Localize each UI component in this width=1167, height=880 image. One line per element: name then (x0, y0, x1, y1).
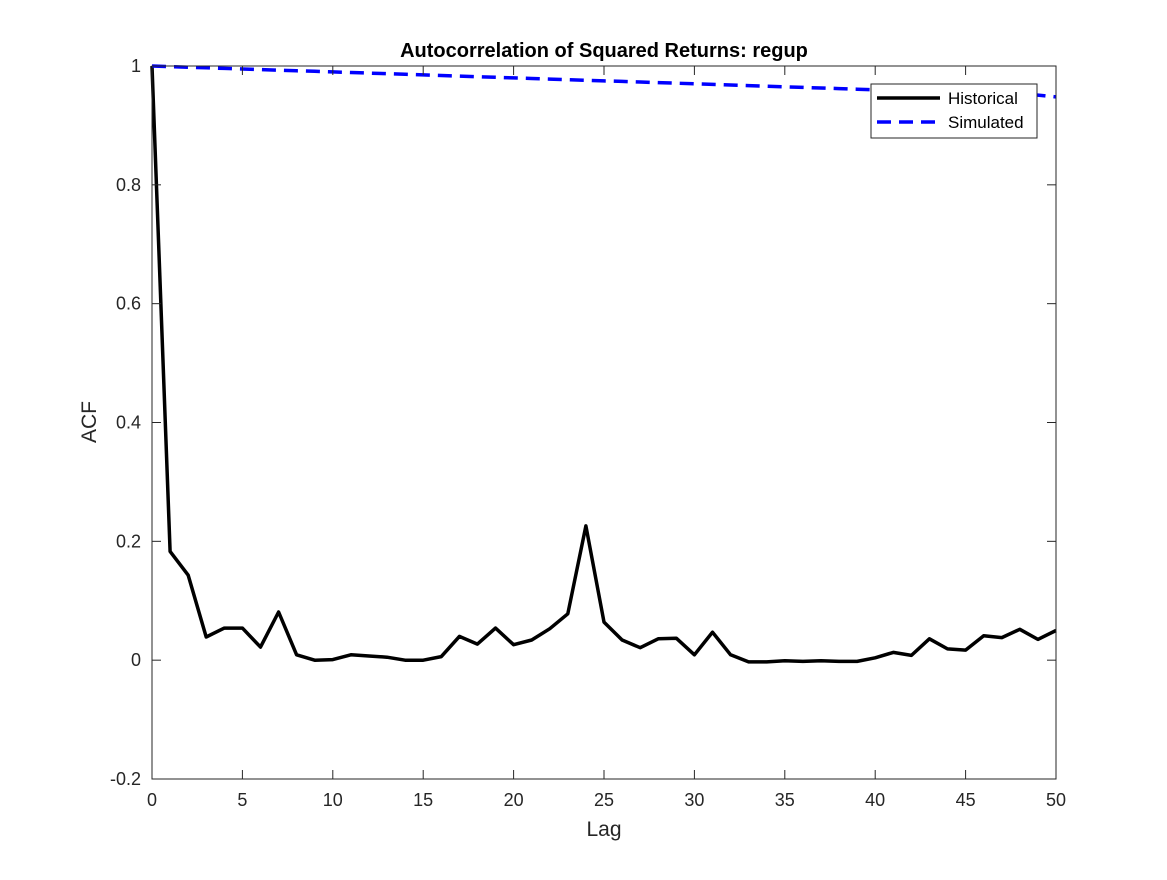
tick-layer: 0 5 10 15 20 25 30 35 40 45 50 -0.2 0 0.2 0.4 0.6 0.8 1 (110, 56, 1066, 810)
x-tick-label: 10 (323, 790, 343, 810)
y-tick-label: -0.2 (110, 769, 141, 789)
chart-title: Autocorrelation of Squared Returns: regu… (400, 40, 808, 62)
legend-label-simulated: Simulated (948, 113, 1024, 132)
x-tick-label: 50 (1046, 790, 1066, 810)
y-tick-label: 0 (131, 650, 141, 670)
y-axis-label: ACF (78, 401, 101, 443)
y-tick-label: 0.6 (116, 294, 141, 314)
x-tick-label: 45 (956, 790, 976, 810)
x-tick-label: 15 (413, 790, 433, 810)
y-tick-label: 1 (131, 56, 141, 76)
x-tick-label: 30 (684, 790, 704, 810)
y-tick-label: 0.4 (116, 413, 141, 433)
series-line-historical (150, 65, 1057, 664)
x-axis-label: Lag (586, 818, 621, 841)
x-tick-label: 0 (147, 790, 157, 810)
x-tick-label: 20 (504, 790, 524, 810)
legend: Historical Simulated (870, 83, 1038, 139)
plot-area: 0 5 10 15 20 25 30 35 40 45 50 -0.2 0 0.2 0.4 0.6 0.8 1 (110, 56, 1066, 810)
legend-box (870, 83, 1038, 139)
x-tick-label: 35 (775, 790, 795, 810)
x-tick-label: 5 (237, 790, 247, 810)
x-tick-label: 25 (594, 790, 614, 810)
y-tick-label: 0.2 (116, 531, 141, 551)
legend-label-historical: Historical (948, 89, 1018, 108)
plot-background (152, 66, 1056, 779)
x-tick-label: 40 (865, 790, 885, 810)
y-tick-label: 0.8 (116, 175, 141, 195)
